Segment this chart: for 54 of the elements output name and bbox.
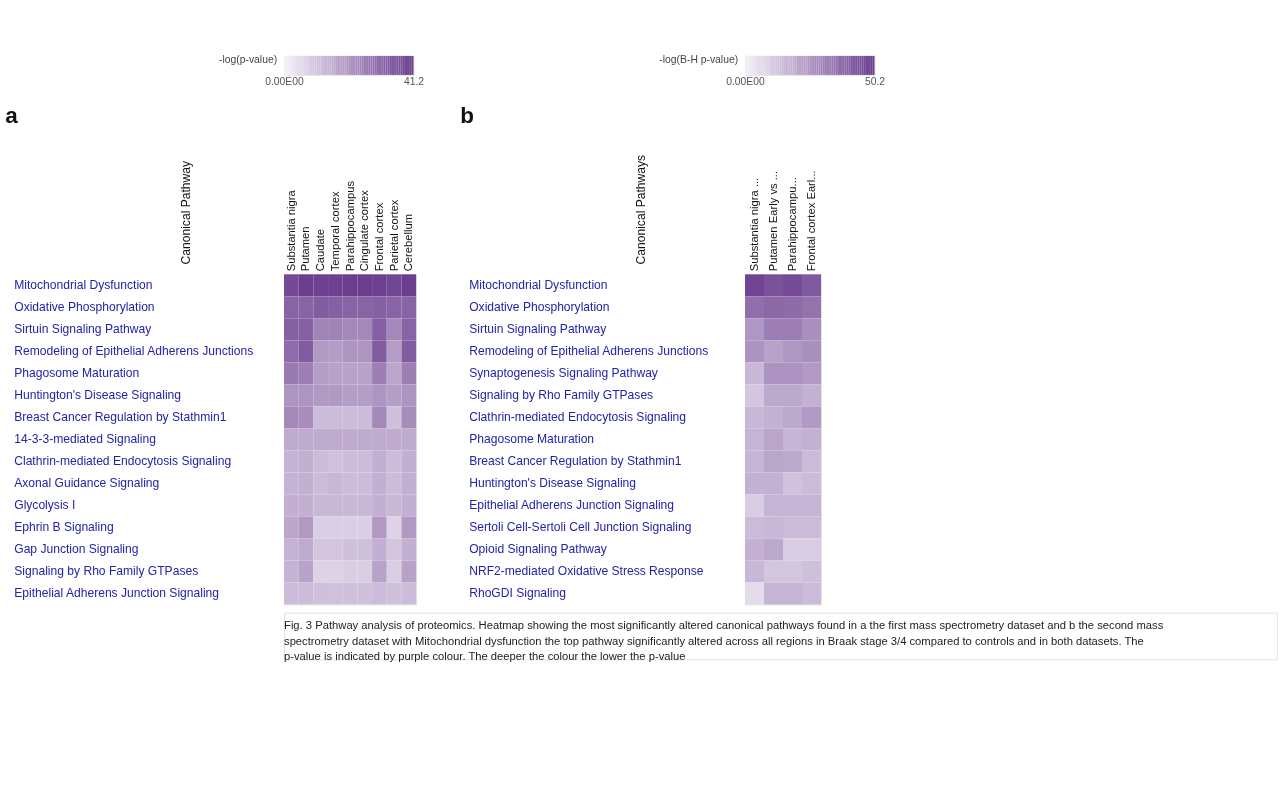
y-tick-label: Sirtuin Signaling Pathway [14, 321, 153, 336]
y-tick-label: RhoGDI Signaling [469, 585, 566, 600]
y-tick-label: Glycolysis I [14, 497, 76, 512]
y-tick-label: 14-3-3-mediated Signaling [14, 431, 156, 446]
y-axis-title: Canonical Pathways [634, 154, 649, 265]
x-tick-label: Substantia nigra [284, 189, 297, 272]
y-tick-label: Oxidative Phosphorylation [469, 299, 610, 314]
color-bar-label: 50.2 [864, 75, 886, 87]
color-bar-label: 0.00E00 [265, 75, 304, 87]
x-tick-label: Parietal cortex [387, 199, 400, 272]
y-tick-label: Mitochondrial Dysfunction [469, 277, 608, 292]
y-tick-label: Epithelial Adherens Junction Signaling [14, 585, 220, 600]
y-tick-label: Oxidative Phosphorylation [14, 299, 155, 314]
y-tick-label: Huntington's Disease Signaling [469, 475, 637, 490]
text: b [460, 103, 474, 129]
x-tick-label: Putamen Early vs ... [766, 170, 779, 272]
y-tick-label: Breast Cancer Regulation by Stathmin1 [469, 453, 682, 468]
y-tick-label: Remodeling of Epithelial Adherens Junctions [469, 343, 709, 358]
y-tick-label: Remodeling of Epithelial Adherens Junctions [14, 343, 254, 358]
y-tick-label: Sirtuin Signaling Pathway [469, 321, 608, 336]
x-tick-label: Cerebellum [402, 213, 415, 272]
y-tick-label: Phagosome Maturation [469, 431, 595, 446]
y-tick-label: Signaling by Rho Family GTPases [469, 387, 654, 402]
y-tick-label: Epithelial Adherens Junction Signaling [469, 497, 675, 512]
color-bar-title: -log(p-value) [219, 53, 278, 65]
x-tick-label: Parahippocampus [343, 180, 356, 272]
x-tick-label: Temporal cortex [328, 191, 341, 272]
y-tick-label: Clathrin-mediated Endocytosis Signaling [469, 409, 687, 424]
y-tick-label: Axonal Guidance Signaling [14, 475, 160, 490]
y-tick-label: Mitochondrial Dysfunction [14, 277, 153, 292]
x-tick-label: Parahippocampu... [785, 177, 798, 272]
y-tick-label: Clathrin-mediated Endocytosis Signaling [14, 453, 232, 468]
y-tick-label: Opioid Signaling Pathway [469, 541, 608, 556]
color-bar-label: 41.2 [403, 75, 425, 87]
x-tick-label: Cingulate cortex [358, 189, 371, 272]
caption: Fig. 3 Pathway analysis of proteomics. Heatmap showing the most significantly altered canonical pathways found in a the first mass spectrometry dataset and b the second mass spectrometry dataset with Mitochondrial dysfunction the top pathway significantly altered across all regions in Braak stage 3/4 compared to controls and in both datasets. The p-value is indicated by purple colour. The deeper the colour the lower the p-value [284, 619, 1164, 663]
y-tick-label: Phagosome Maturation [14, 365, 140, 380]
y-axis-title: Canonical Pathway [179, 160, 194, 265]
y-tick-label: Breast Cancer Regulation by Stathmin1 [14, 409, 227, 424]
text: a [5, 103, 19, 129]
x-tick-label: Putamen [299, 226, 312, 272]
x-tick-label: Substantia nigra ... [747, 177, 760, 272]
y-tick-label: Ephrin B Signaling [14, 519, 114, 534]
color-bar-title: -log(B-H p-value) [659, 53, 739, 65]
y-tick-label: Synaptogenesis Signaling Pathway [469, 365, 659, 380]
color-bar-label: 0.00E00 [726, 75, 765, 87]
y-tick-label: Signaling by Rho Family GTPases [14, 563, 199, 578]
x-tick-label: Caudate [314, 228, 327, 272]
y-tick-label: Huntington's Disease Signaling [14, 387, 182, 402]
x-tick-label: Frontal cortex Earl... [804, 170, 817, 272]
x-tick-label: Frontal cortex [372, 202, 385, 272]
y-tick-label: Sertoli Cell-Sertoli Cell Junction Signaling [469, 519, 692, 534]
y-tick-label: Gap Junction Signaling [14, 541, 139, 556]
y-tick-label: NRF2-mediated Oxidative Stress Response [469, 563, 704, 578]
